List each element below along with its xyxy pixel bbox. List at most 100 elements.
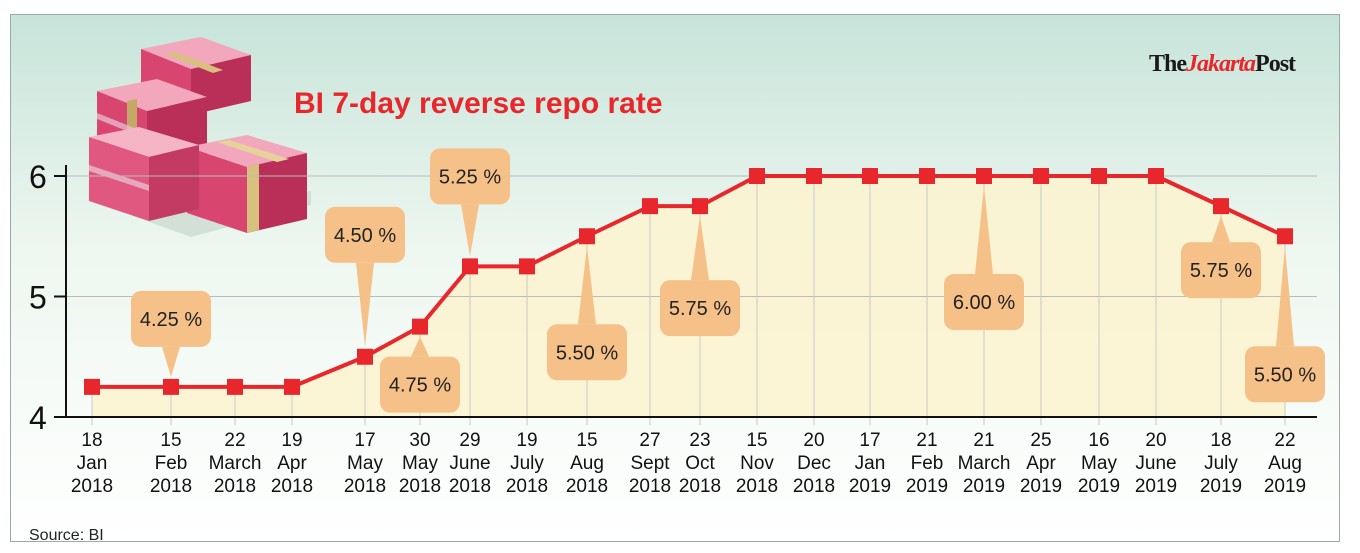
data-point [163,378,179,395]
x-tick-label: 2018 [793,476,835,497]
plot-area: 45618Jan201815Feb201822March201819Apr201… [29,148,1325,497]
data-point [579,228,595,245]
callout-pointer [461,204,479,257]
x-tick-label: 2019 [906,476,948,497]
x-tick-label: 2018 [150,476,192,497]
data-point [692,198,708,215]
y-tick-label: 5 [29,280,47,316]
callout: 5.75 % [660,216,740,337]
x-tick-label: 2018 [506,476,548,497]
data-point [519,258,535,275]
x-tick-label: June [1135,453,1176,474]
callout-pointer [162,346,180,377]
x-tick-label: 29 [459,430,480,451]
data-point [1213,198,1229,215]
data-point [1277,228,1293,245]
callout-label: 4.75 % [389,375,451,397]
callout-label: 6.00 % [953,292,1015,314]
x-tick-label: Apr [277,453,307,474]
x-tick-label: Feb [155,453,188,474]
data-point [1033,168,1049,184]
callout-label: 4.25 % [140,309,202,331]
x-tick-label: Nov [740,453,774,474]
callout-label: 5.50 % [556,342,618,364]
callout-pointer [411,336,429,357]
callout: 5.75 % [1181,216,1261,299]
x-tick-label: Jan [855,453,886,474]
callout-pointer [1276,246,1294,347]
callout: 6.00 % [944,186,1024,330]
x-tick-label: Aug [1268,453,1302,474]
callout: 4.25 % [131,290,211,377]
x-tick-label: 2018 [214,476,256,497]
x-tick-label: 21 [973,430,994,451]
data-point [412,318,428,335]
y-tick-label: 4 [29,400,47,436]
callout: 4.75 % [380,336,460,413]
x-tick-label: 30 [409,430,430,451]
data-point [806,168,822,184]
x-tick-label: 17 [354,430,375,451]
x-tick-label: 20 [1145,430,1166,451]
callout-pointer [1212,216,1230,243]
x-tick-label: 2019 [1078,476,1120,497]
logo-the: The [1149,51,1187,77]
x-tick-label: June [449,453,490,474]
callout-pointer [578,246,596,325]
x-tick-label: 15 [576,430,597,451]
x-tick-label: March [958,453,1011,474]
x-tick-label: Feb [911,453,944,474]
callout-box [325,206,405,263]
x-tick-label: Jan [77,453,108,474]
x-tick-label: 23 [689,430,710,451]
callout-box [944,274,1024,330]
x-tick-label: March [209,453,262,474]
x-tick-label: 18 [1210,430,1231,451]
x-tick-label: Sept [630,453,670,474]
data-point [919,168,935,184]
data-point [976,168,992,184]
data-point [642,198,658,215]
x-tick-label: 19 [516,430,537,451]
callout: 5.50 % [547,246,627,381]
x-tick-label: July [1204,453,1238,474]
callout: 5.50 % [1245,246,1325,403]
x-tick-label: 19 [281,430,302,451]
callout-box [430,148,510,205]
x-tick-label: 18 [81,430,102,451]
x-tick-label: 2018 [679,476,721,497]
chart-frame: 4 5 6 18 Jan 2018 15 Feb 2018 22 March 2018 19 Apr 201… [10,14,1340,542]
x-tick-label: 2018 [399,476,441,497]
x-tick-label: 2018 [566,476,608,497]
publisher-logo: TheJakartaPost [1149,51,1296,78]
data-point [84,378,100,395]
callout-label: 5.50 % [1254,364,1316,386]
callout-pointer [356,262,374,347]
x-tick-label: 2019 [849,476,891,497]
x-tick-label: July [510,453,544,474]
x-tick-label: Apr [1026,453,1056,474]
x-tick-label: 15 [160,430,181,451]
data-point [227,378,243,395]
callout-label: 5.25 % [439,166,501,188]
x-tick-label: Dec [797,453,831,474]
x-tick-label: 2019 [1135,476,1177,497]
x-tick-label: 17 [859,430,880,451]
y-tick-label: 6 [29,159,47,195]
x-tick-label: 2018 [271,476,313,497]
data-point [1148,168,1164,184]
data-point [357,348,373,365]
x-tick-label: 2018 [449,476,491,497]
x-tick-label: 16 [1088,430,1109,451]
data-point [1091,168,1107,184]
callout-label: 4.50 % [334,225,396,247]
x-tick-label: 27 [639,430,660,451]
x-tick-label: 2019 [1200,476,1242,497]
callout-pointer [975,186,993,274]
logo-jakarta: Jakarta [1186,51,1256,77]
x-tick-label: 2019 [1264,476,1306,497]
x-tick-label: 25 [1030,430,1051,451]
callout-pointer [691,216,709,281]
line-chart: 45618Jan201815Feb201822March201819Apr201… [29,37,1325,497]
callout-box [660,280,740,337]
